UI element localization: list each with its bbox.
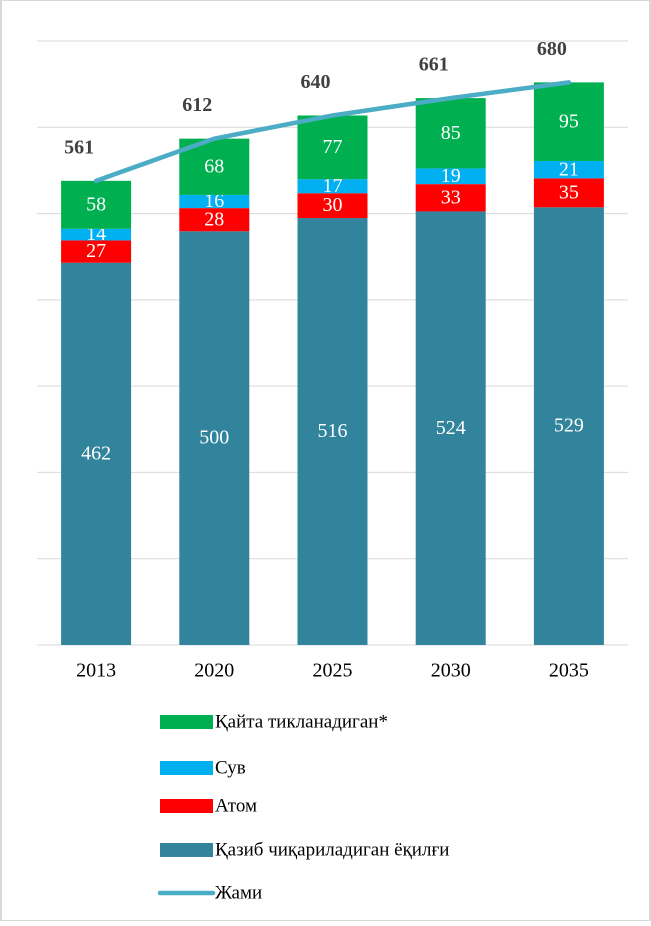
total-line	[93, 80, 572, 184]
data-label: 33	[441, 186, 461, 208]
bar-segment	[179, 194, 250, 209]
data-label: 95	[559, 110, 579, 132]
bar-segment	[297, 218, 368, 645]
total-label: 661	[419, 54, 449, 76]
bar-segment	[61, 240, 132, 263]
bar-segment	[297, 115, 368, 180]
bar-segment	[415, 211, 486, 645]
bar-segment	[61, 262, 132, 645]
legend-label: Атом	[215, 795, 257, 816]
data-label: 58	[86, 193, 106, 215]
data-label: 462	[81, 442, 111, 464]
data-label: 516	[318, 420, 348, 442]
legend-swatch	[160, 761, 213, 775]
bar-segment	[61, 228, 132, 241]
data-label: 17	[323, 175, 343, 197]
bar-segment	[533, 178, 604, 208]
x-tick-label: 2013	[76, 660, 116, 682]
data-label: 77	[323, 136, 343, 158]
legend-swatch	[160, 799, 213, 813]
legend-label: Сув	[215, 757, 246, 778]
legend-swatch	[160, 843, 213, 857]
data-label: 21	[559, 158, 579, 180]
legend-swatch	[160, 715, 213, 729]
x-tick-label: 2020	[194, 660, 234, 682]
bar-segment	[533, 160, 604, 179]
x-tick-label: 2035	[549, 660, 589, 682]
data-label: 35	[559, 181, 579, 203]
bar-segment	[415, 98, 486, 169]
total-label: 680	[537, 38, 567, 60]
data-label: 529	[554, 415, 584, 437]
bar-segment	[533, 207, 604, 645]
x-tick-label: 2025	[313, 660, 353, 682]
total-label: 561	[64, 136, 94, 158]
bar-segment	[415, 184, 486, 212]
bar-segment	[179, 208, 250, 232]
total-label: 612	[182, 94, 212, 116]
bar-segment	[533, 82, 604, 161]
data-label: 28	[204, 208, 224, 230]
legend-label: Қайта тикланадиган*	[215, 711, 388, 732]
data-label: 30	[323, 194, 343, 216]
bar-segment	[297, 179, 368, 194]
bar-segment	[297, 193, 368, 219]
data-label: 85	[441, 122, 461, 144]
data-label: 524	[436, 417, 466, 439]
data-label: 19	[441, 165, 461, 187]
x-tick-label: 2030	[431, 660, 471, 682]
data-label: 500	[199, 427, 229, 449]
bar-segment	[61, 180, 132, 229]
data-label: 68	[204, 155, 224, 177]
bar-segment	[179, 231, 250, 645]
total-label: 640	[301, 71, 331, 93]
bar-segment	[415, 168, 486, 185]
legend-label: Жами	[215, 882, 262, 903]
legend-label: Қазиб чиқариладиган ёқилғи	[215, 839, 449, 860]
data-label: 16	[204, 190, 224, 212]
data-label: 27	[86, 240, 106, 262]
